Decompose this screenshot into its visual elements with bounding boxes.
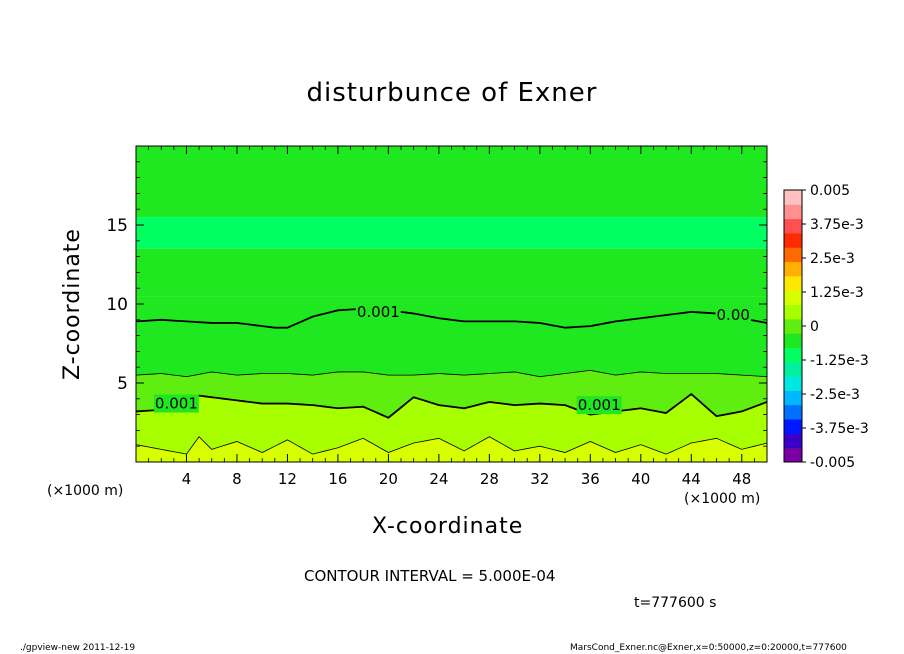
colorbar-label-0: 0.005: [810, 183, 850, 199]
fill-band-1: [136, 217, 767, 249]
fill-band-lower-2: [136, 436, 767, 462]
x-tick-label-2: 12: [278, 470, 297, 488]
colorbar-swatch-6: [784, 361, 802, 377]
colorbar-swatch-10: [784, 304, 802, 320]
contour-line-2: [135, 392, 768, 419]
colorbar-swatch-5: [784, 376, 802, 391]
colorbar-swatch-15: [784, 232, 802, 248]
contour-line-1: [135, 369, 768, 378]
colorbar-swatch-12: [784, 275, 802, 291]
x-unit-left: (×1000 m): [47, 483, 124, 499]
footer-left: ./gpview-new 2011-12-19: [20, 643, 136, 653]
x-tick-label-0: 4: [182, 470, 192, 488]
x-axis-label: X-coordinate: [372, 514, 524, 539]
time-label: t=777600 s: [634, 595, 717, 611]
colorbar-label-2: 2.5e-3: [810, 251, 855, 267]
colorbar-swatch-16: [784, 218, 802, 234]
colorbar-swatch-9: [784, 318, 802, 334]
colorbar-label-7: -3.75e-3: [810, 421, 869, 437]
fill-band-lower-1: [136, 394, 767, 455]
contour-layer: 0.001 0.00 0.001 0.001: [135, 302, 768, 455]
contour-interval-label: CONTOUR INTERVAL = 5.000E-04: [304, 567, 556, 585]
x-tick-label-4: 20: [379, 470, 398, 488]
x-tick-label-5: 24: [429, 470, 448, 488]
contour-label-bg-0: [355, 302, 401, 321]
contour-label-3: 0.001: [578, 396, 621, 414]
x-tick-label-7: 32: [530, 470, 549, 488]
colorbar-label-3: 1.25e-3: [810, 285, 864, 301]
x-tick-label-3: 16: [328, 470, 347, 488]
x-tick-label-11: 48: [732, 470, 751, 488]
colorbar-label-4: 0: [810, 319, 819, 335]
colorbar-swatch-3: [784, 404, 802, 420]
colorbar-label-8: -0.005: [810, 455, 855, 471]
plot-fill-layer: [136, 146, 767, 462]
chart-title: disturbunce of Exner: [306, 78, 598, 108]
colorbar-swatch-18: [784, 190, 802, 205]
x-tick-label-6: 28: [480, 470, 499, 488]
colorbar-label-1: 3.75e-3: [810, 217, 864, 233]
contour-line-0: [135, 307, 768, 329]
colorbar-swatch-4: [784, 390, 802, 406]
colorbar-swatch-14: [784, 247, 802, 263]
contour-label-bg-1: [715, 306, 751, 325]
colorbar-swatch-8: [784, 333, 802, 348]
y-tick-label-1: 10: [106, 295, 128, 315]
colorbar-swatch-7: [784, 347, 802, 363]
contour-label-bg-2: [153, 394, 199, 413]
contour-label-2: 0.001: [155, 395, 198, 413]
colorbar-label-5: -1.25e-3: [810, 353, 869, 369]
colorbar-swatch-13: [784, 261, 802, 277]
colorbar-swatch-0: [784, 447, 802, 463]
x-tick-label-10: 44: [682, 470, 701, 488]
colorbar: 0.005 3.75e-3 2.5e-3 1.25e-3 0 -1.25e-3 -2.5e-…: [783, 183, 869, 471]
contour-label-bg-3: [576, 396, 622, 415]
y-tick-label-2: 15: [106, 216, 128, 236]
fill-band-2: [136, 248, 767, 297]
x-tick-label-8: 36: [581, 470, 600, 488]
colorbar-swatch-17: [784, 204, 802, 220]
contour-label-0: 0.001: [357, 303, 400, 321]
x-unit-right: (×1000 m): [684, 491, 761, 507]
y-axis-label: Z-coordinate: [60, 228, 85, 380]
colorbar-swatch-1: [784, 433, 802, 449]
x-tick-label-9: 40: [631, 470, 650, 488]
colorbar-swatch-2: [784, 419, 802, 434]
footer-right: MarsCond_Exner.nc@Exner,x=0:50000,z=0:20…: [570, 643, 847, 653]
x-tick-label-1: 8: [232, 470, 242, 488]
colorbar-label-6: -2.5e-3: [810, 387, 860, 403]
contour-label-1: 0.00: [717, 306, 750, 324]
fill-band-0: [136, 146, 767, 218]
y-tick-label-0: 5: [117, 374, 128, 394]
contour-line-3: [135, 436, 768, 455]
colorbar-swatch-11: [784, 290, 802, 306]
